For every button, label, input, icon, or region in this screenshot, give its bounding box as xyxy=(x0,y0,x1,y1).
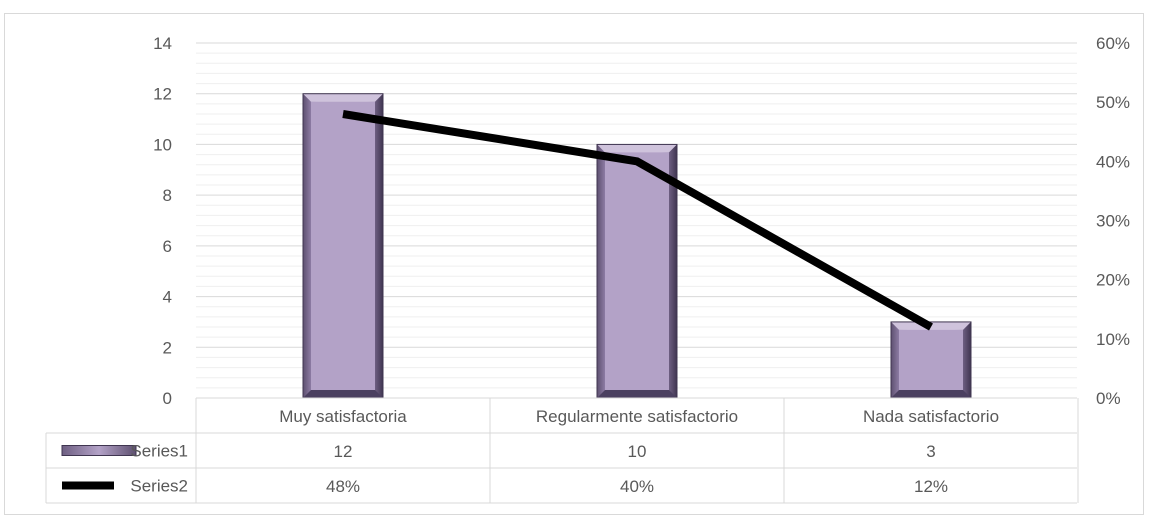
bar xyxy=(302,93,384,399)
bar-bottom-bevel xyxy=(891,390,971,398)
right-axis-tick-label: 40% xyxy=(1096,152,1130,171)
right-axis-tick-label: 0% xyxy=(1096,389,1121,408)
right-axis: 0% 10% 20% 30% 40% 50% 60% xyxy=(1096,34,1130,408)
category-label: Muy satisfactoria xyxy=(279,407,407,426)
series2-value: 12% xyxy=(914,477,948,496)
category-label: Nada satisfactorio xyxy=(863,407,999,426)
series2-value: 40% xyxy=(620,477,654,496)
bar xyxy=(596,143,678,399)
bar-top-bevel xyxy=(303,93,383,102)
left-axis: 0 2 4 6 8 10 12 14 xyxy=(153,34,172,408)
series1-bars xyxy=(302,93,972,399)
series1-legend-key xyxy=(61,445,137,456)
series1-value: 3 xyxy=(926,442,935,461)
left-axis-tick-label: 12 xyxy=(153,85,172,104)
series2-name: Series2 xyxy=(130,477,188,496)
bar-bottom-bevel xyxy=(303,390,383,398)
left-axis-tick-label: 10 xyxy=(153,135,172,154)
series2-line-path xyxy=(342,110,933,331)
left-axis-tick-label: 8 xyxy=(163,186,172,205)
left-axis-tick-label: 4 xyxy=(163,288,172,307)
bar-face xyxy=(605,152,669,390)
left-axis-tick-label: 14 xyxy=(153,34,172,53)
series1-value: 12 xyxy=(334,442,353,461)
series2-line xyxy=(342,110,933,331)
left-axis-tick-label: 6 xyxy=(163,237,172,256)
bar-face xyxy=(311,101,375,390)
right-axis-tick-label: 10% xyxy=(1096,330,1130,349)
series1-value: 10 xyxy=(628,442,647,461)
right-axis-tick-label: 20% xyxy=(1096,271,1130,290)
bar xyxy=(890,321,972,399)
bar-top-bevel xyxy=(597,144,677,153)
data-table: Muy satisfactoria Regularmente satisfacto… xyxy=(45,397,1079,504)
series2-value: 48% xyxy=(326,477,360,496)
category-label: Regularmente satisfactorio xyxy=(536,407,738,426)
series1-name: Series1 xyxy=(130,442,188,461)
chart-frame xyxy=(4,13,1144,515)
left-axis-tick-label: 2 xyxy=(163,338,172,357)
right-axis-tick-label: 60% xyxy=(1096,34,1130,53)
left-axis-tick-label: 0 xyxy=(163,389,172,408)
right-axis-tick-label: 30% xyxy=(1096,212,1130,231)
series2-legend-key xyxy=(62,481,114,490)
right-axis-tick-label: 50% xyxy=(1096,93,1130,112)
bar-face xyxy=(899,329,963,390)
bar-bottom-bevel xyxy=(597,390,677,398)
